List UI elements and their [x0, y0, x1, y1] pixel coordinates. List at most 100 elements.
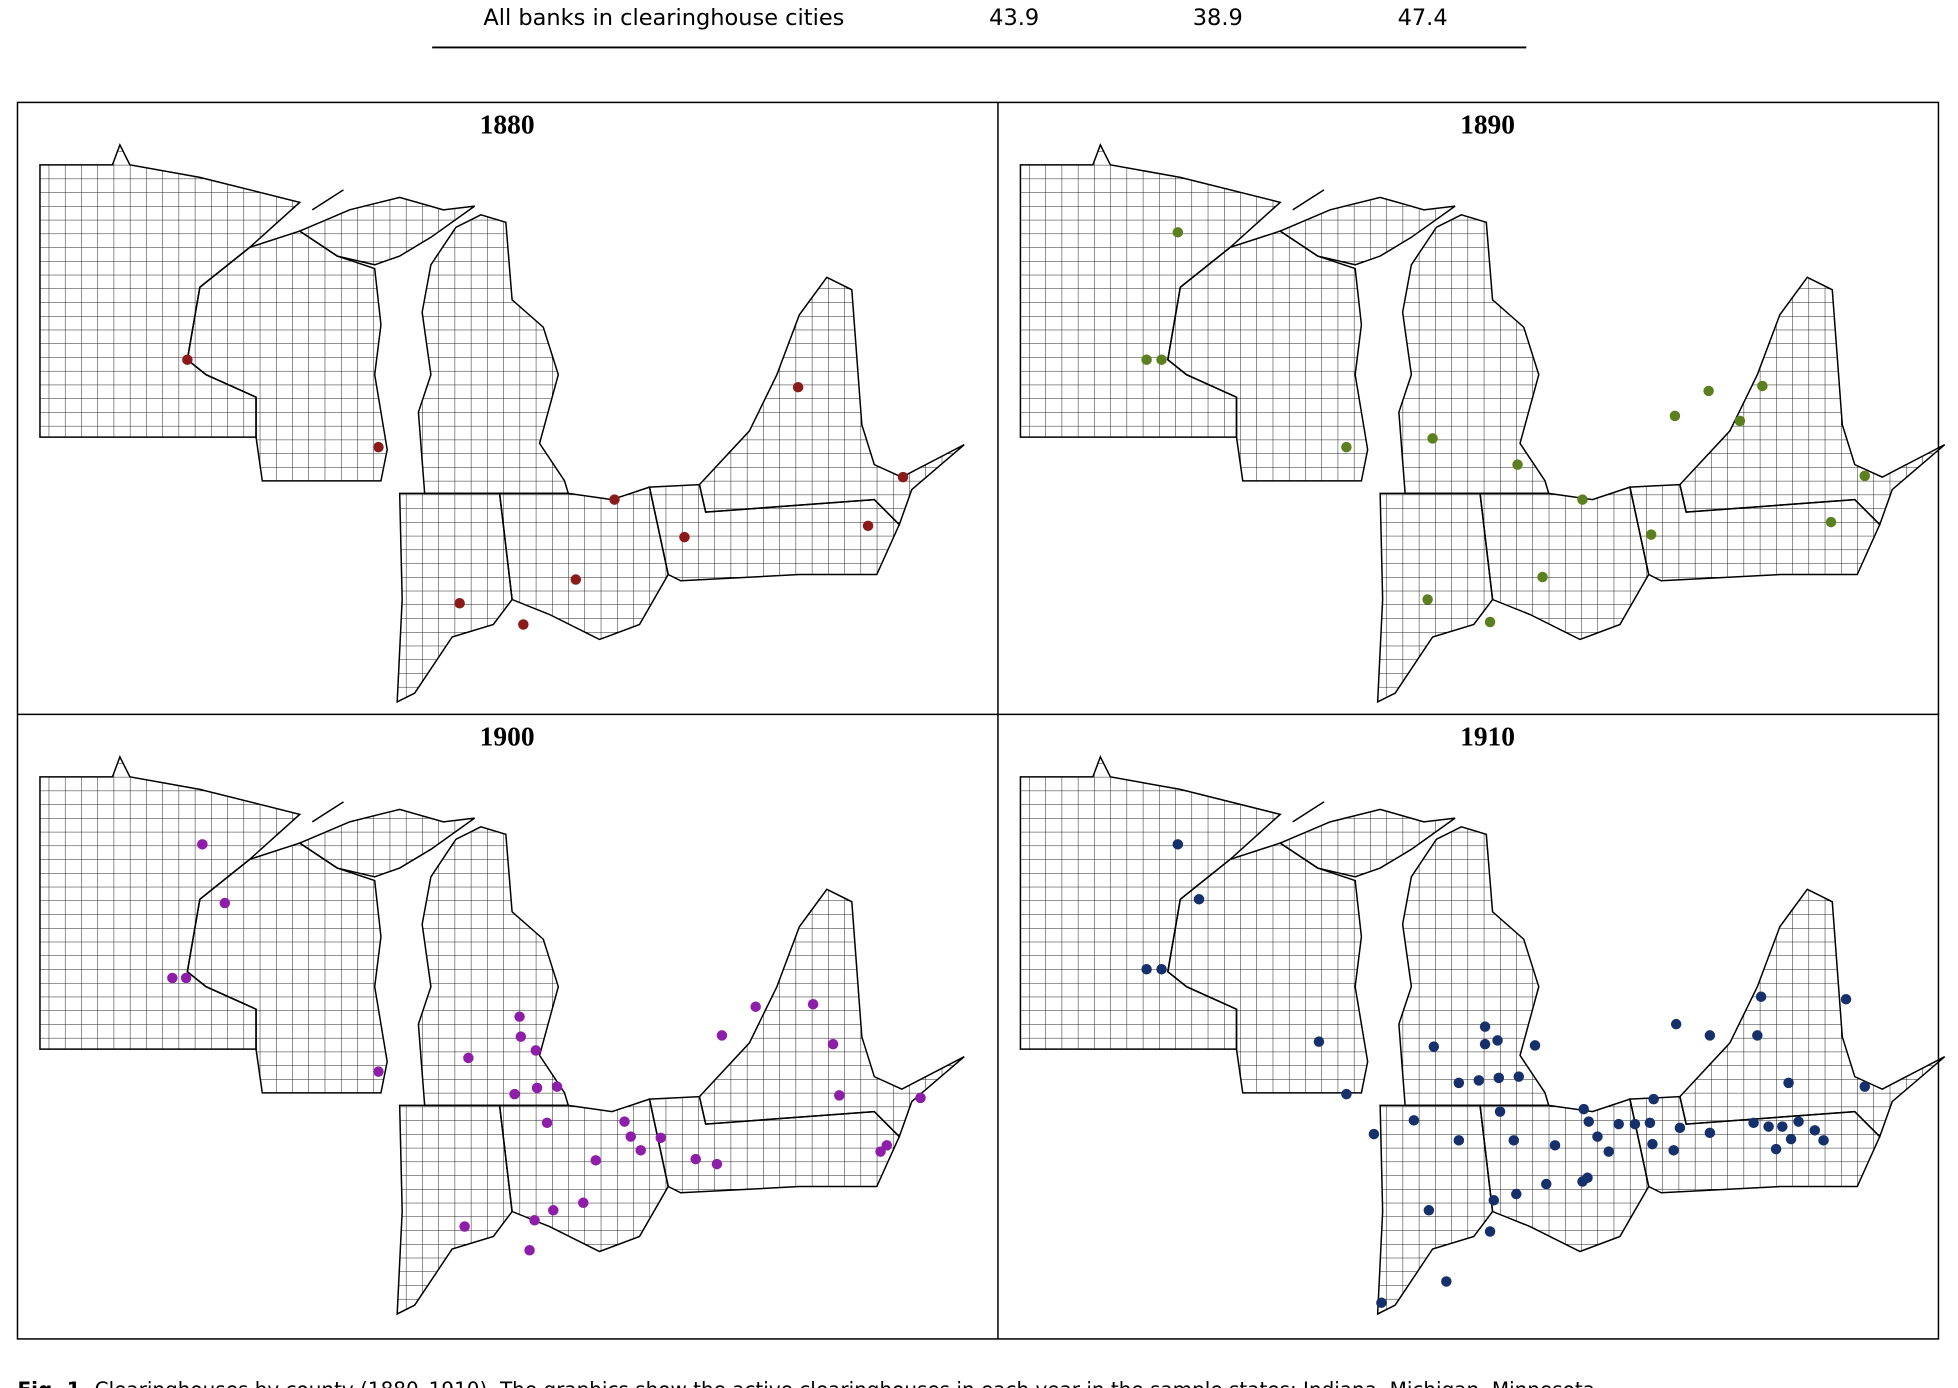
clearinghouse-dot [1141, 354, 1152, 365]
clearinghouse-dot [834, 1090, 845, 1101]
clearinghouse-dot [1704, 1127, 1716, 1139]
clearinghouse-dot [1592, 1131, 1603, 1142]
clearinghouse-dot [590, 1155, 602, 1166]
clearinghouse-dot [1537, 571, 1548, 583]
clearinghouse-dot [827, 1038, 839, 1050]
clearinghouse-dot [182, 354, 193, 365]
clearinghouse-dot [1645, 529, 1657, 540]
clearinghouse-dot [1341, 441, 1352, 453]
clearinghouse-dot [1577, 494, 1588, 505]
clearinghouse-dot [807, 998, 819, 1010]
clearinghouse-dot [881, 1140, 893, 1151]
document: All banks in clearinghouse cities 43.9 3… [16, 5, 1946, 1388]
clearinghouse-dot [1492, 1035, 1503, 1046]
clearinghouse-dot [1368, 1128, 1380, 1140]
clearinghouse-dot [1172, 227, 1184, 238]
clearinghouse-dot [1488, 1195, 1500, 1206]
clearinghouse-dot [1479, 1021, 1491, 1032]
clearinghouse-dot [792, 381, 804, 393]
clearinghouse-dot [1793, 1116, 1804, 1127]
clearinghouse-dot [1508, 1135, 1520, 1146]
clearinghouse-dot [515, 1031, 527, 1042]
clearinghouse-dot [578, 1197, 589, 1209]
clearinghouse-dot [1484, 1226, 1496, 1237]
panel-title: 1910 [1460, 722, 1515, 752]
caption-text: Clearinghouses by county (1880–1910). Th… [95, 1377, 1602, 1388]
caption-label: Fig. 1. [17, 1377, 88, 1388]
clearinghouse-dot [1427, 433, 1438, 444]
clearinghouse-dot [1734, 415, 1746, 427]
clearinghouse-dot [1513, 1071, 1525, 1082]
clearinghouse-dot [1647, 1138, 1658, 1150]
county-map [39, 756, 965, 1315]
clearinghouse-dot [655, 1132, 666, 1144]
clearinghouse-dot [509, 1088, 520, 1100]
clearinghouse-dot [1428, 1041, 1440, 1052]
clearinghouse-dot [570, 574, 582, 585]
panel-title: 1890 [1460, 110, 1515, 140]
clearinghouse-dot [1141, 963, 1152, 975]
clearinghouse-dot [1529, 1040, 1541, 1051]
clearinghouse-dot [1648, 1093, 1659, 1105]
clearinghouse-dot [180, 972, 192, 984]
clearinghouse-dot [1809, 1125, 1821, 1136]
clearinghouse-dot [459, 1221, 470, 1232]
clearinghouse-dot [1748, 1117, 1759, 1129]
county-map [1019, 756, 1946, 1315]
clearinghouse-dot [1783, 1077, 1794, 1089]
clearinghouse-dot [750, 1001, 761, 1012]
map-panel: 1910 [1019, 722, 1946, 1315]
clearinghouse-dot [1578, 1103, 1589, 1115]
county-map [1019, 144, 1946, 703]
clearinghouse-dot [219, 897, 231, 909]
table-cell: 47.4 [1398, 5, 1448, 31]
clearinghouse-dot [463, 1052, 474, 1064]
clearinghouse-dot [1644, 1117, 1656, 1129]
clearinghouse-dot [1629, 1118, 1641, 1130]
clearinghouse-dot [373, 1066, 384, 1077]
clearinghouse-dot [1493, 1072, 1505, 1084]
panel-title: 1900 [480, 722, 535, 752]
clearinghouse-dot [1755, 991, 1767, 1002]
clearinghouse-dot [1603, 1146, 1614, 1157]
clearinghouse-dot [551, 1081, 563, 1092]
clearinghouse-dot [1156, 963, 1167, 975]
clearinghouse-dot [530, 1045, 542, 1056]
clearinghouse-dot [1703, 385, 1714, 397]
clearinghouse-dot [1840, 993, 1852, 1005]
clearinghouse-dot [1193, 894, 1205, 905]
clearinghouse-dot [548, 1205, 559, 1216]
clearinghouse-dot [197, 839, 208, 850]
clearinghouse-dot [862, 520, 874, 532]
clearinghouse-dot [711, 1158, 723, 1170]
clearinghouse-dot [716, 1030, 728, 1041]
clearinghouse-dot [1577, 1176, 1588, 1187]
clearinghouse-dot [373, 441, 384, 453]
clearinghouse-dot [1453, 1077, 1465, 1089]
clearinghouse-dot [635, 1145, 646, 1156]
clearinghouse-dot [1313, 1036, 1325, 1047]
clearinghouse-dot [1818, 1135, 1829, 1146]
county-map [39, 144, 965, 703]
clearinghouse-dot [524, 1245, 535, 1256]
clearinghouse-dot [1704, 1030, 1716, 1041]
clearinghouse-dot [1441, 1276, 1452, 1287]
map-panel: 1900 [39, 722, 965, 1315]
clearinghouse-dot [1453, 1135, 1465, 1146]
figure-caption: Fig. 1. Clearinghouses by county (1880–1… [17, 1377, 1601, 1388]
panel-title: 1880 [480, 110, 535, 140]
clearinghouse-dot [1770, 1143, 1782, 1155]
clearinghouse-dot [1494, 1106, 1506, 1117]
clearinghouse-dot [1777, 1121, 1788, 1132]
clearinghouse-dot [1757, 380, 1768, 392]
clearinghouse-dot [514, 1011, 525, 1022]
clearinghouse-dot [1613, 1118, 1624, 1130]
clearinghouse-dot [1473, 1075, 1485, 1086]
clearinghouse-dot [1859, 470, 1871, 482]
clearinghouse-dot [1156, 354, 1167, 365]
clearinghouse-dot [1669, 410, 1681, 422]
clearinghouse-dot [1541, 1178, 1552, 1190]
clearinghouse-dot [1763, 1121, 1774, 1132]
